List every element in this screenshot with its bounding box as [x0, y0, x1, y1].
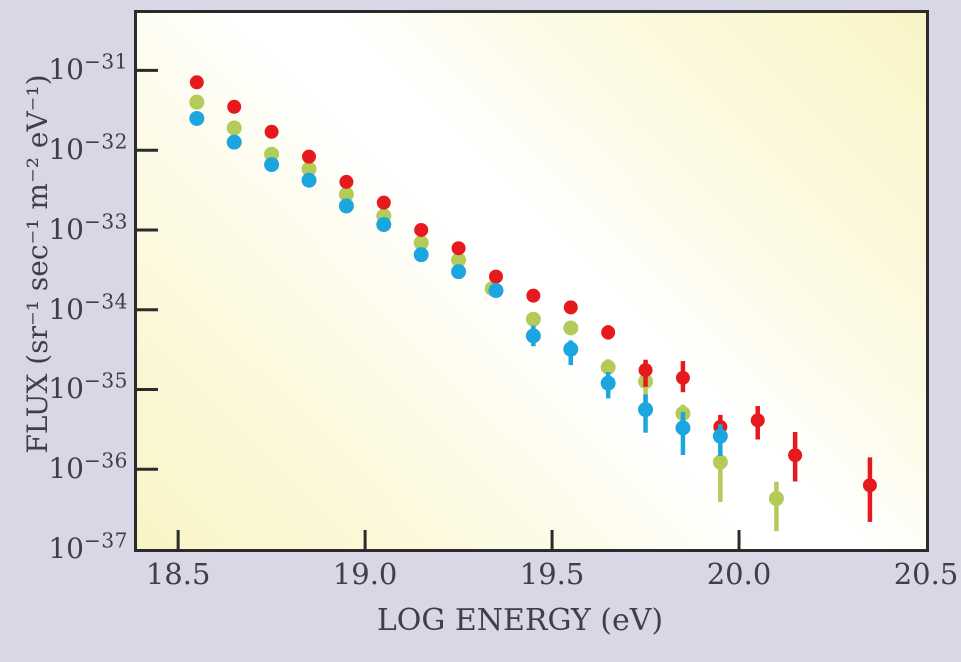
green-series-point	[768, 490, 784, 506]
blue-series-point	[525, 328, 541, 344]
y-tick-label: 10−31	[48, 50, 128, 87]
red-series-point	[189, 75, 204, 90]
green-series-point	[338, 186, 354, 202]
red-series-point	[339, 174, 354, 189]
blue-series-point	[376, 217, 392, 233]
red-series-point	[414, 222, 429, 237]
y-axis-title: FLUX (sr⁻¹ sec⁻¹ m⁻² eV⁻¹)	[21, 74, 54, 454]
green-series-point	[264, 146, 280, 162]
red-series-point	[638, 363, 653, 378]
x-tick-label: 18.5	[145, 557, 211, 591]
red-series-point	[563, 300, 578, 315]
y-tick-label: 10−33	[48, 209, 128, 246]
blue-series-point	[264, 157, 280, 173]
x-tick-label: 20.0	[706, 557, 772, 591]
blue-series-point	[226, 134, 242, 150]
y-tick-label: 10−32	[48, 129, 128, 167]
red-series-point	[376, 195, 391, 210]
blue-series-point	[712, 428, 728, 444]
y-tick-label: 10−34	[48, 289, 128, 326]
red-series-point	[302, 149, 317, 164]
green-series-point	[563, 320, 579, 336]
x-tick-label: 19.5	[519, 557, 585, 591]
blue-series-point	[600, 375, 616, 391]
green-series-point	[301, 161, 317, 177]
green-series-point	[525, 311, 541, 327]
red-series-point	[526, 288, 541, 303]
blue-series-point	[338, 198, 354, 214]
red-series-point	[675, 370, 690, 385]
blue-series-point	[413, 247, 429, 263]
red-series-point	[862, 478, 877, 493]
scatter-plot-svg	[137, 68, 877, 549]
green-series-point	[451, 252, 467, 268]
plot-area	[134, 10, 929, 552]
red-series-point	[488, 269, 503, 284]
blue-series-point	[451, 264, 467, 280]
y-tick-label: 10−36	[48, 448, 128, 486]
red-series-point	[227, 99, 242, 114]
green-series-point	[226, 120, 242, 136]
blue-series-point	[675, 420, 691, 436]
blue-series-point	[488, 283, 504, 299]
blue-series-point	[638, 402, 654, 418]
red-series-point	[788, 448, 803, 463]
red-series-point	[601, 325, 616, 340]
blue-series-point	[563, 341, 579, 357]
green-series-point	[413, 235, 429, 251]
green-series-point	[600, 359, 616, 375]
blue-series-point	[189, 110, 205, 126]
red-series-point	[750, 413, 765, 428]
blue-series-point	[301, 172, 317, 188]
y-tick-label: 10−37	[48, 528, 128, 565]
x-axis-title: LOG ENERGY (eV)	[376, 603, 664, 638]
x-tick-label: 20.5	[893, 557, 959, 591]
red-series-point	[264, 124, 279, 139]
y-tick-label: 10−35	[48, 369, 128, 406]
green-series-point	[712, 454, 728, 470]
x-tick-label: 19.0	[332, 557, 398, 591]
green-series-point	[189, 94, 205, 110]
red-series-point	[451, 241, 466, 256]
